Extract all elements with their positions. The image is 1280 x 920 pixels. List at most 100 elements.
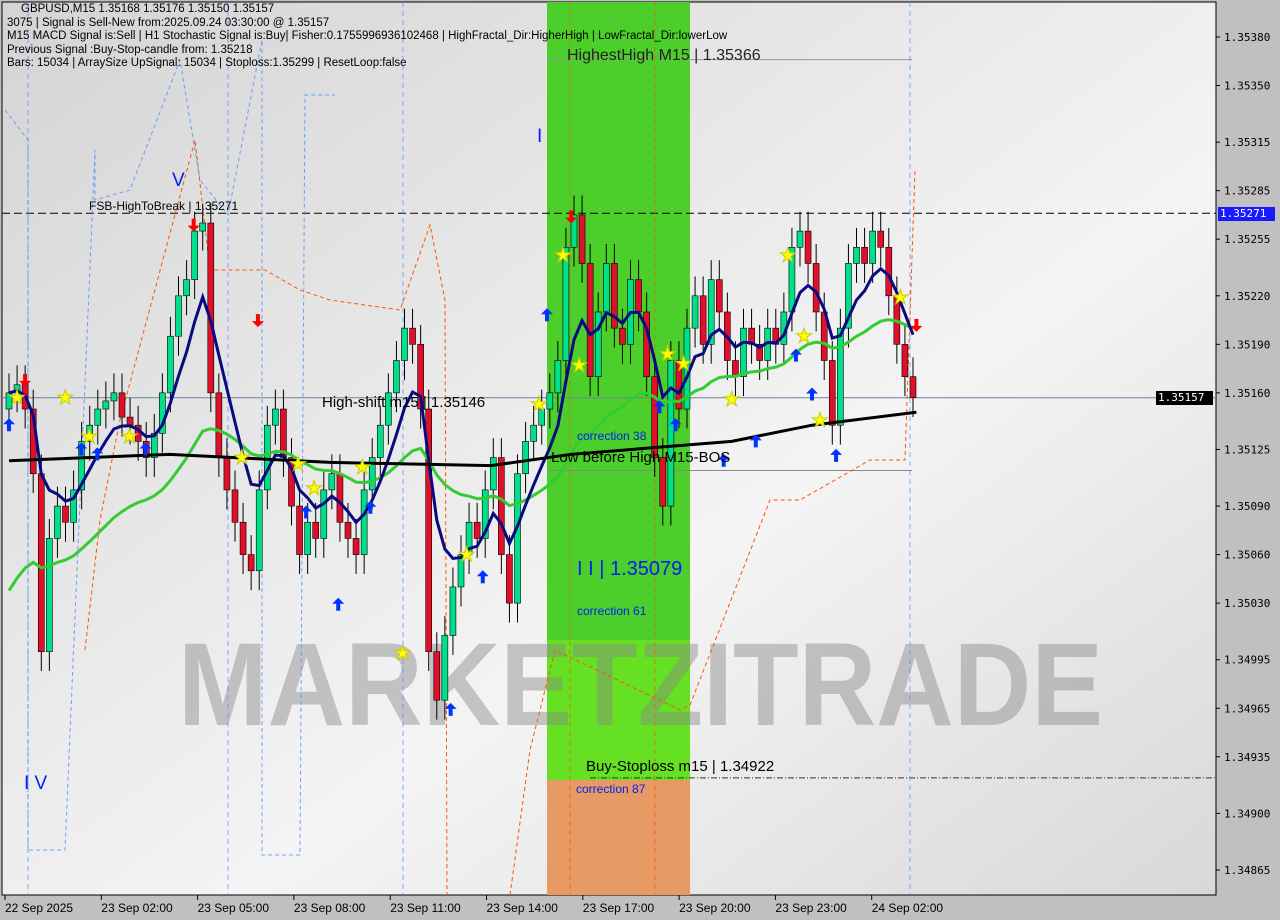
bull-candle	[376, 424, 384, 458]
bull-candle	[255, 489, 263, 572]
buy-arrow-icon	[364, 500, 377, 514]
mid-moving-average	[7, 318, 914, 592]
bear-candle	[296, 505, 303, 555]
bull-candle	[546, 392, 554, 410]
buy-arrow-icon	[444, 702, 457, 716]
bear-candle	[804, 230, 812, 264]
bull-candle	[54, 505, 61, 539]
x-tick-label: 23 Sep 02:00	[101, 901, 173, 915]
bear-candle	[344, 521, 352, 539]
x-tick-label: 23 Sep 20:00	[679, 901, 751, 915]
bear-candle	[498, 457, 505, 555]
bear-candle	[207, 222, 215, 394]
bear-candle	[619, 327, 626, 345]
bull-candle	[570, 214, 578, 248]
bear-candle	[247, 554, 255, 572]
bull-candle	[740, 327, 747, 377]
bear-candle	[877, 230, 885, 248]
y-tick-label: 1.35285	[1224, 185, 1270, 198]
sell-arrow-icon	[910, 318, 923, 332]
bull-candle	[46, 538, 53, 652]
buy-arrow-icon	[653, 400, 666, 414]
bull-candle	[70, 489, 77, 523]
buy-arrow-icon	[476, 570, 489, 584]
sell-arrow-icon	[565, 210, 578, 224]
bear-candle	[215, 392, 223, 458]
wave-i-label: I	[537, 126, 543, 147]
bull-candle	[385, 392, 392, 426]
bear-candle	[223, 457, 231, 491]
buy-arrow-icon	[75, 442, 88, 456]
bear-candle	[812, 263, 820, 313]
bull-candle	[199, 222, 207, 232]
bull-candle	[368, 457, 376, 491]
sell-arrow-icon	[19, 373, 32, 387]
bull-candle	[110, 392, 118, 402]
signal-star-icon	[658, 344, 677, 362]
x-tick-label: 23 Sep 11:00	[390, 901, 461, 915]
correction-61-label: correction 61	[577, 604, 647, 618]
x-tick-label: 23 Sep 05:00	[198, 901, 270, 915]
signal-star-icon	[120, 426, 139, 445]
y-tick-label: 1.34965	[1224, 702, 1270, 715]
y-tick-label: 1.35190	[1224, 338, 1270, 351]
signal-star-icon	[569, 355, 589, 374]
bear-candle	[312, 521, 320, 539]
signal-star-icon	[553, 245, 573, 264]
bull-candle	[869, 230, 876, 264]
bull-candle	[538, 408, 546, 426]
bull-candle	[263, 424, 271, 491]
y-tick-label: 1.35380	[1224, 31, 1270, 44]
y-tick-label: 1.34865	[1224, 864, 1270, 877]
bull-candle	[102, 400, 110, 410]
bear-candle	[336, 473, 344, 523]
bull-candle	[167, 335, 174, 394]
bear-candle	[231, 489, 239, 523]
y-tick-label: 1.35255	[1224, 233, 1270, 246]
bull-candle	[320, 489, 328, 539]
low-before-high-label: Low before High M15-BOS	[551, 449, 731, 466]
bull-candle	[393, 360, 400, 394]
bull-candle	[457, 554, 465, 588]
bear-candle	[909, 376, 917, 399]
x-tick-label: 23 Sep 14:00	[487, 901, 559, 915]
bear-candle	[586, 263, 594, 377]
bull-candle	[554, 360, 562, 394]
bear-candle	[126, 416, 134, 426]
sell-arrow-icon	[251, 314, 264, 328]
wave-v-label: V	[172, 170, 185, 191]
signal-star-icon	[778, 245, 798, 264]
bear-candle	[611, 263, 618, 329]
bear-candle	[473, 521, 481, 539]
bull-candle	[304, 521, 311, 555]
bull-candle	[667, 360, 675, 507]
bear-candle	[659, 457, 667, 507]
correction-38-label: correction 38	[577, 429, 647, 443]
bull-candle	[328, 473, 336, 491]
signal-star-icon	[810, 410, 830, 429]
bull-candle	[796, 230, 804, 248]
watermark: MARKETZITRADE	[178, 619, 1103, 751]
bull-candle	[845, 263, 852, 329]
fibo-zone-orange	[547, 780, 690, 895]
bull-candle	[602, 263, 610, 313]
buy-arrow-icon	[717, 453, 730, 467]
y-tick-label: 1.35350	[1224, 80, 1270, 93]
bear-candle	[635, 279, 642, 313]
bull-candle	[489, 457, 497, 491]
y-tick-label: 1.35060	[1224, 549, 1270, 562]
bear-candle	[118, 392, 126, 418]
current-price-tag: 1.35157	[1156, 391, 1213, 405]
bear-candle	[828, 360, 836, 426]
bull-candle	[191, 230, 198, 280]
slow-moving-average	[8, 410, 917, 468]
buy-arrow-icon	[139, 442, 152, 456]
bull-candle	[837, 327, 844, 426]
high-shift-label: High-shift m15 | 1.35146	[322, 394, 486, 411]
bull-candle	[691, 295, 699, 329]
x-tick-label: 23 Sep 23:00	[775, 901, 847, 915]
buy-arrow-icon	[749, 434, 762, 448]
sell-arrow-icon	[187, 218, 200, 232]
bear-candle	[861, 246, 868, 264]
